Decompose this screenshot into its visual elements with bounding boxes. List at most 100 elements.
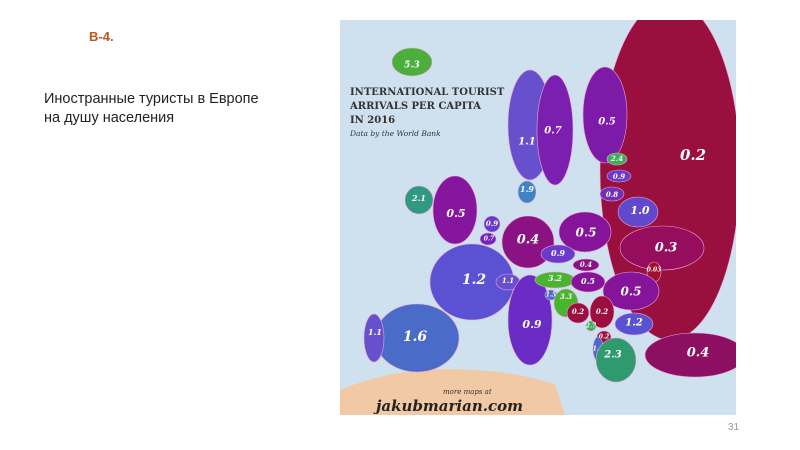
country-value-label: 0.4 (687, 346, 710, 361)
country-bosnia-and-herzegovina: 0.2 (566, 302, 590, 324)
country-value-label: 0.2 (599, 334, 609, 341)
country-value-label: 0.5 (446, 207, 465, 220)
country-value-label: 2.3 (603, 350, 621, 361)
country-value-label: 3.3 (560, 292, 572, 301)
country-netherlands: 0.9 (483, 215, 501, 233)
map-credit-small: more maps at (443, 388, 492, 396)
country-italy: 0.9 (507, 274, 553, 366)
country-value-label: 1.1 (502, 276, 514, 285)
caption-line-1: Иностранные туристы в Европе (44, 91, 259, 107)
country-value-label: 1.4 (593, 346, 603, 353)
country-bulgaria: 1.2 (614, 312, 654, 336)
country-ireland: 2.1 (404, 185, 434, 215)
country-value-label: 0.5 (598, 117, 615, 128)
country-value-label: 0.9 (486, 219, 498, 228)
map-title-line-1: INTERNATIONAL TOURIST (350, 87, 505, 98)
country-shape (404, 185, 434, 215)
country-montenegro: 2.7 (585, 320, 597, 332)
country-value-label: 0.7 (484, 236, 495, 243)
country-value-label: 0.8 (606, 190, 618, 199)
country-latvia: 0.9 (606, 169, 632, 183)
country-value-label: 2.4 (610, 154, 623, 163)
country-shape (617, 196, 659, 228)
slide-caption: Иностранные туристы в Европе на душу нас… (44, 90, 259, 128)
country-lithuania: 0.8 (599, 186, 625, 202)
country-shape (479, 232, 497, 246)
country-serbia: 0.2 (589, 295, 615, 329)
country-value-label: 0.2 (596, 307, 608, 316)
country-iceland: 5.3 (391, 47, 433, 77)
country-united-kingdom: 0.5 (432, 175, 478, 245)
country-value-label: 0.9 (522, 318, 541, 331)
country-ukraine: 0.3 (619, 225, 705, 271)
country-shape (619, 225, 705, 271)
slide-code: В-4. (89, 29, 114, 44)
country-value-label: 1.1 (368, 327, 382, 337)
country-value-label: 0.4 (517, 233, 540, 248)
country-value-label: 5.3 (404, 61, 420, 71)
country-turkey: 0.4 (644, 332, 736, 378)
country-shape (391, 47, 433, 77)
country-belgium: 0.7 (479, 232, 497, 246)
country-shape (585, 320, 597, 332)
country-belarus: 1.0 (617, 196, 659, 228)
country-value-label: 0.3 (655, 241, 678, 256)
country-shape (582, 66, 628, 164)
country-czech-republic: 0.9 (540, 244, 576, 264)
country-shape (507, 274, 553, 366)
country-value-label: 0.5 (621, 285, 642, 299)
country-hungary: 0.5 (570, 271, 606, 293)
country-value-label: 0.5 (576, 226, 597, 240)
country-slovakia: 0.4 (572, 258, 600, 272)
country-value-label: 0.2 (680, 146, 706, 164)
page-number: 31 (728, 422, 740, 433)
country-value-label: 0.4 (580, 260, 592, 269)
country-value-label: 3.2 (548, 273, 562, 283)
country-value-label: 1.6 (403, 329, 428, 345)
country-shape (570, 271, 606, 293)
country-spain: 1.6 (374, 303, 460, 373)
caption-line-2: на душу населения (44, 110, 175, 126)
country-shape (599, 186, 625, 202)
country-shape (540, 244, 576, 264)
country-shape (483, 215, 501, 233)
country-value-label: 0.7 (544, 126, 561, 137)
country-value-label: 0.2 (572, 307, 584, 316)
country-portugal: 1.1 (363, 313, 385, 363)
country-value-label: 1.5 (546, 292, 556, 299)
country-shape (558, 211, 612, 253)
map-credit-site: jakubmarian.com (373, 397, 523, 415)
country-value-label: 2.1 (411, 193, 426, 203)
europe-tourism-map: 0.2 0.4 0.3 5.3 1.1 0.7 0.5 2.4 0.9 0.8 1.0 1.9 2.1 0… (340, 20, 736, 415)
country-value-label: 1.0 (630, 204, 649, 217)
country-shape (595, 337, 637, 383)
country-shape (363, 313, 385, 363)
country-shape (614, 312, 654, 336)
country-sweden: 0.7 (536, 74, 574, 186)
map-title-line-2: ARRIVALS PER CAPITA (349, 101, 481, 112)
country-value-label: 1.2 (462, 272, 487, 288)
country-shape (572, 258, 600, 272)
country-denmark: 1.9 (517, 180, 537, 204)
country-shape (536, 74, 574, 186)
country-value-label: 0.9 (613, 172, 625, 181)
country-finland: 0.5 (582, 66, 628, 164)
africa-land (340, 369, 565, 415)
country-romania: 0.5 (602, 271, 660, 311)
country-value-label: 0.03 (647, 267, 662, 274)
country-france: 1.2 (429, 243, 515, 321)
country-value-label: 1.9 (520, 184, 534, 194)
country-shape (517, 180, 537, 204)
country-shape (606, 169, 632, 183)
country-value-label: 0.5 (581, 276, 595, 286)
map-title-line-3: IN 2016 (350, 115, 395, 126)
country-shape (644, 332, 736, 378)
country-austria: 3.2 (534, 271, 576, 289)
country-shape (606, 152, 628, 166)
country-poland: 0.5 (558, 211, 612, 253)
country-shape (432, 175, 478, 245)
country-estonia: 2.4 (606, 152, 628, 166)
country-shape (566, 302, 590, 324)
map-source: Data by the World Bank (349, 129, 441, 138)
country-shape (602, 271, 660, 311)
